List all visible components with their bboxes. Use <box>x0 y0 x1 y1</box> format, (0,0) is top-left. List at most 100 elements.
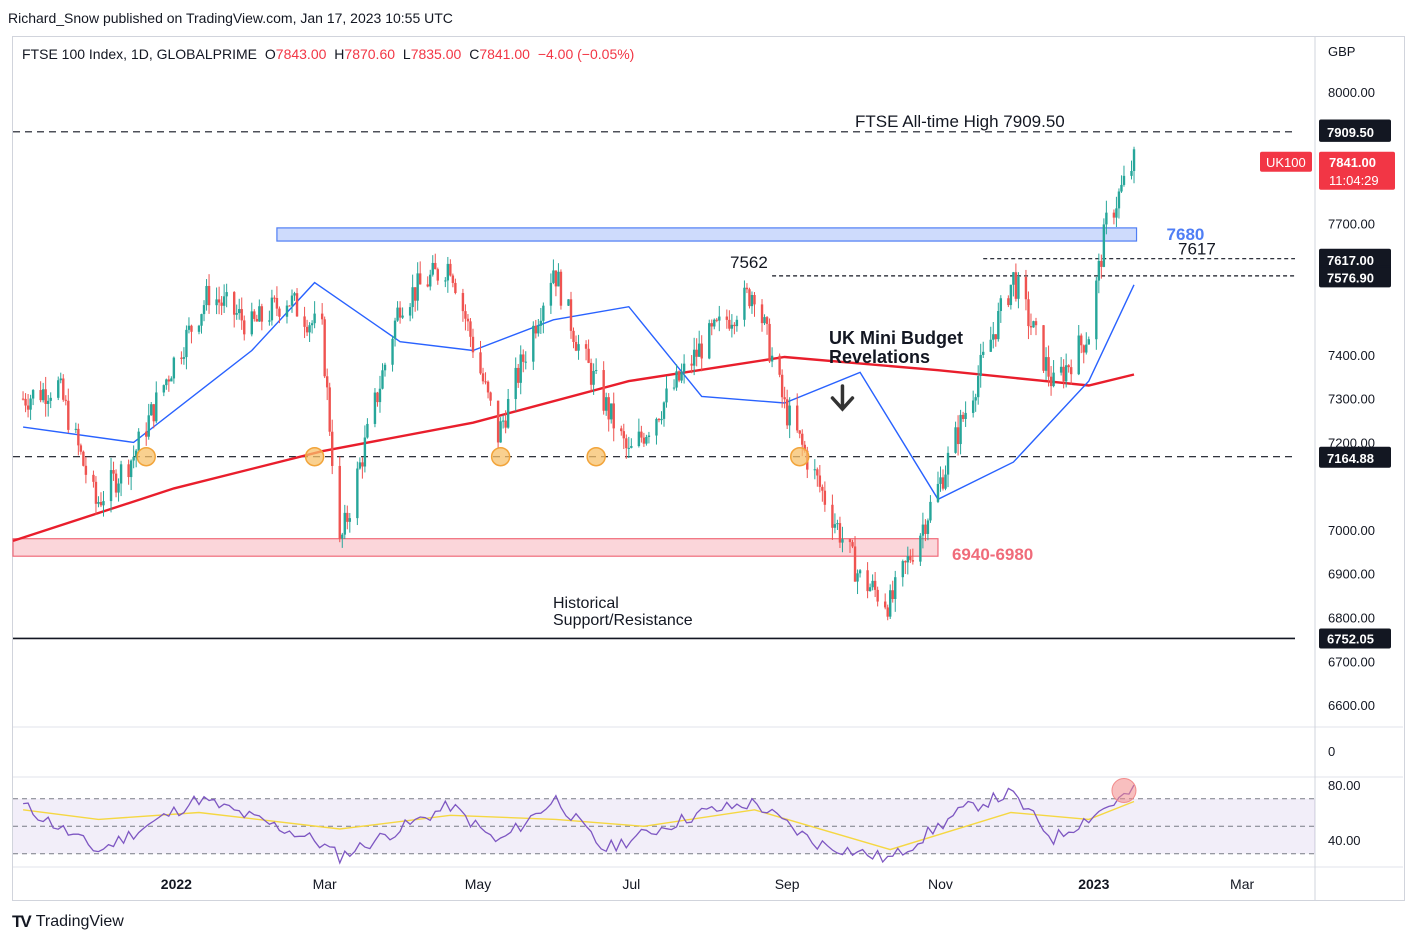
candle-body <box>1105 212 1108 225</box>
zone-label-6940-6980: 6940-6980 <box>952 545 1033 564</box>
candle-body <box>796 405 799 431</box>
candle-body <box>768 323 771 362</box>
support-touch-marker <box>490 446 511 467</box>
candle-body <box>801 433 804 445</box>
candle-body <box>310 323 314 326</box>
candle-body <box>959 414 962 445</box>
change-value: −4.00 (−0.05%) <box>537 46 635 62</box>
zone-label-7680: 7680 <box>1167 225 1205 244</box>
candle-body <box>356 468 359 519</box>
candle-body <box>469 321 472 337</box>
candle-body <box>102 501 105 506</box>
candle-body <box>328 387 331 432</box>
candle-body <box>522 354 525 362</box>
candle-body <box>992 334 995 340</box>
candle-body <box>413 287 417 301</box>
y-tick-label: 7000.00 <box>1328 523 1375 538</box>
candle-body <box>816 469 819 476</box>
candle-body <box>838 523 842 543</box>
high-label: H <box>334 46 345 62</box>
candle-body <box>604 397 608 411</box>
candle-body <box>117 483 120 493</box>
candle-body <box>331 431 334 466</box>
y-tick-label: 6900.00 <box>1328 567 1375 582</box>
candle-body <box>187 325 191 330</box>
candle-body <box>112 470 115 474</box>
support-touch-marker <box>586 446 606 467</box>
axis-price-tag <box>1319 121 1391 142</box>
candle-body <box>841 539 844 543</box>
candle-body <box>39 390 42 401</box>
candle-body <box>434 262 437 270</box>
candle-body <box>783 397 786 400</box>
y-tick-label: 6600.00 <box>1328 698 1375 713</box>
candle-body <box>886 607 889 617</box>
candle-body <box>303 316 306 327</box>
candle-body <box>1132 149 1136 171</box>
annotation-revelations: Revelations <box>829 347 930 367</box>
candle-body <box>612 403 615 429</box>
candle-body <box>680 372 683 381</box>
candle-body <box>24 398 27 406</box>
candle-body <box>889 590 892 617</box>
candle-body <box>1130 170 1133 176</box>
y-tick-label: 6700.00 <box>1328 654 1375 669</box>
rsi-tick-label: 80.00 <box>1328 778 1361 793</box>
candle-body <box>1014 272 1018 299</box>
candle-body <box>207 285 211 306</box>
candle-body <box>906 556 910 563</box>
candle-body <box>873 580 877 590</box>
candle-body <box>278 308 281 317</box>
candle-body <box>94 481 98 504</box>
candle-body <box>323 319 326 377</box>
candle-body <box>537 325 540 334</box>
candle-body <box>454 282 457 293</box>
candle-body <box>964 412 967 419</box>
candle-body <box>222 296 226 306</box>
candle-body <box>77 428 80 446</box>
chart-frame <box>12 36 1405 901</box>
candle-body <box>1029 326 1033 328</box>
candle-body <box>431 262 434 275</box>
candle-body <box>1027 299 1030 327</box>
candle-body <box>436 269 439 281</box>
candle-body <box>745 287 749 290</box>
candle-body <box>818 475 822 487</box>
candle-body <box>813 469 817 471</box>
candle-body <box>936 483 940 502</box>
candle-body <box>866 570 869 592</box>
candle-body <box>1034 321 1038 326</box>
candle-body <box>275 297 279 309</box>
axis-price-tag-label: 6752.05 <box>1327 631 1374 646</box>
candle-body <box>610 403 613 420</box>
candle-body <box>363 437 367 467</box>
candle-body <box>250 311 253 335</box>
x-tick-label: Sep <box>775 876 800 892</box>
candle-body <box>589 362 593 385</box>
candle-body <box>185 329 188 358</box>
candle-body <box>1080 335 1083 346</box>
candle-body <box>713 319 716 327</box>
tradingview-brand[interactable]: TV TradingView <box>12 912 124 932</box>
candle-body <box>426 284 429 287</box>
candle-body <box>1120 184 1123 192</box>
candle-body <box>1082 345 1085 353</box>
candle-body <box>391 338 394 365</box>
candle-body <box>584 344 588 349</box>
candle-body <box>338 465 341 539</box>
candle-body <box>939 477 942 484</box>
candle-body <box>743 287 746 320</box>
candle-body <box>129 460 133 478</box>
x-tick-label: Jul <box>622 876 640 892</box>
candle-body <box>625 438 628 449</box>
candle-body <box>909 556 912 561</box>
candle-body <box>620 428 623 432</box>
volume-zero-label: 0 <box>1328 744 1335 759</box>
candle-body <box>926 520 930 534</box>
candle-body <box>672 387 676 389</box>
candle-body <box>461 292 465 312</box>
candle-body <box>253 311 256 319</box>
candle-body <box>62 378 65 400</box>
candle-body <box>657 418 661 421</box>
